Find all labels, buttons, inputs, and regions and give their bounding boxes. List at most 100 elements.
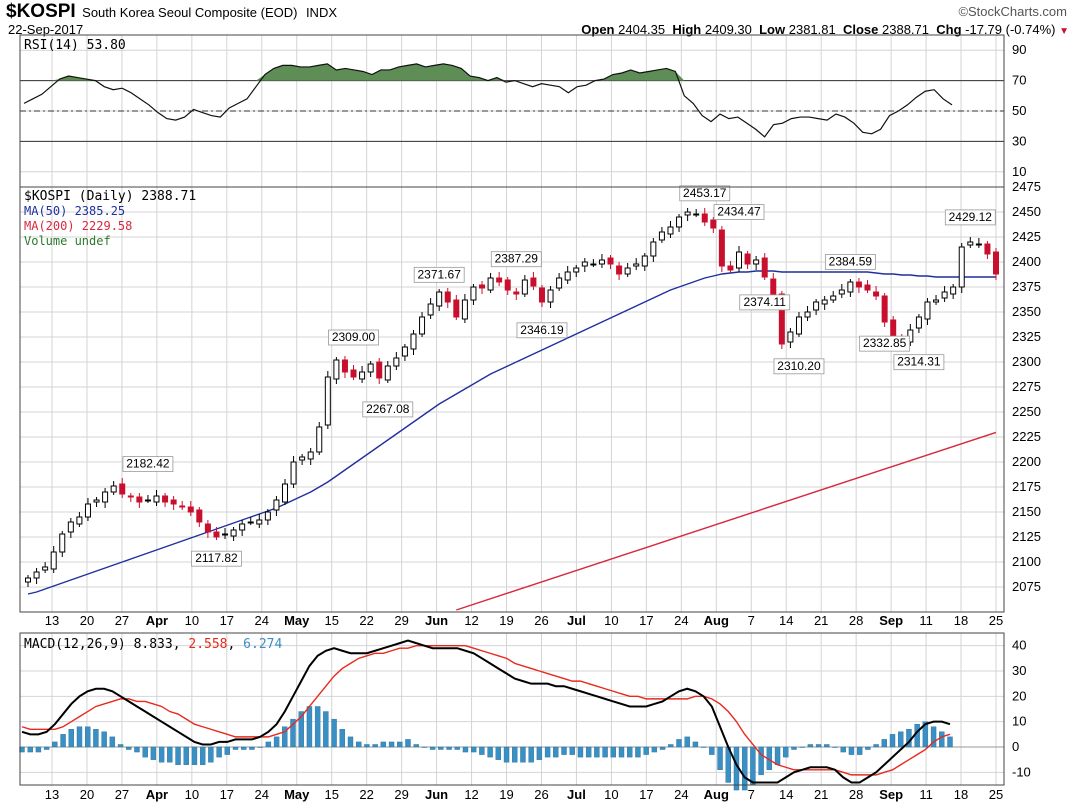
macd-histogram-bar [380, 741, 387, 748]
x-tick-label: 10 [185, 613, 199, 628]
macd-histogram-bar [257, 746, 263, 748]
x-tick-label: 10 [604, 613, 618, 628]
candle-up [239, 523, 246, 531]
macd-histogram-bar [68, 729, 74, 748]
x-tick-label: 24 [255, 787, 269, 802]
quote-bar: Open 2404.35 High 2409.30 Low 2381.81 Cl… [581, 22, 1069, 37]
price-y-tick-label: 2375 [1012, 279, 1041, 294]
candle-down [616, 265, 623, 275]
candle-down [496, 277, 503, 283]
macd-histogram-bar [183, 746, 189, 765]
candle-up [795, 316, 802, 335]
candle-up [110, 485, 117, 493]
macd-histogram-bar [668, 744, 674, 748]
candle-up [436, 291, 443, 307]
x-tick-label: 18 [954, 613, 968, 628]
macd-y-tick-label: 20 [1012, 688, 1026, 703]
price-y-tick-label: 2425 [1012, 229, 1041, 244]
caret-down-icon: ▼ [1059, 26, 1069, 37]
candle-up [684, 211, 691, 216]
brand[interactable]: ©StockCharts.com [958, 4, 1067, 19]
x-tick-label: Apr [146, 787, 168, 802]
candle-down [873, 291, 880, 297]
macd-histogram-bar [881, 739, 888, 748]
macd-legend: MACD(12,26,9) 8.833, 2.558, 6.274 [24, 637, 283, 652]
close-value: 2388.71 [882, 22, 929, 37]
candle-up [427, 303, 434, 316]
price-annotation-box [773, 358, 825, 375]
price-annotation-box [122, 456, 174, 472]
candle-up [273, 499, 280, 511]
macd-legend-value: 8.833 [133, 637, 173, 652]
low-label: Low [759, 22, 786, 37]
price-annotation-box [713, 204, 765, 220]
x-tick-label: Jul [567, 613, 586, 628]
price-y-tick-label: 2350 [1012, 304, 1041, 319]
price-annotation-box [490, 251, 542, 268]
candle-up [264, 511, 271, 521]
legend-volume: Volume undef [24, 234, 111, 248]
candle-down [341, 359, 348, 373]
macd-panel-frame [19, 632, 1005, 786]
x-tick-label: 25 [989, 613, 1003, 628]
macd-histogram-bar [314, 706, 321, 748]
macd-histogram-bar [216, 746, 222, 758]
chart-date: 22-Sep-2017 [8, 22, 84, 37]
candle-up [76, 516, 83, 525]
candle-up [804, 311, 811, 318]
x-tick-label: Sep [879, 613, 903, 628]
candle-up [359, 371, 366, 380]
candle-down [607, 257, 614, 265]
macd-histogram-bar [372, 744, 378, 748]
candle-down [187, 506, 194, 513]
candle-down [350, 369, 357, 378]
candle-down [864, 284, 871, 291]
price-annotation: 2453.17 [683, 186, 727, 200]
x-tick-label: 18 [954, 787, 968, 802]
candle-up [975, 243, 982, 246]
macd-histogram-bar [470, 746, 477, 753]
x-tick-label: 7 [748, 787, 755, 802]
candle-down [119, 483, 126, 495]
x-tick-label: 26 [534, 613, 548, 628]
price-annotation-box [859, 335, 911, 352]
macd-histogram-bar [495, 746, 502, 760]
price-annotation: 2117.82 [195, 551, 238, 565]
macd-histogram-bar [191, 746, 198, 765]
candle-up [50, 551, 57, 570]
x-tick-label: Apr [146, 613, 168, 628]
candle-up [821, 299, 828, 305]
high-value: 2409.30 [704, 22, 752, 37]
macd-legend-label: MACD(12,26,9) [24, 637, 126, 652]
macd-histogram-bar [306, 706, 313, 748]
price-y-tick-label: 2450 [1012, 204, 1041, 219]
macd-histogram-bar [331, 718, 337, 748]
macd-histogram-bar [684, 736, 690, 748]
macd-histogram-bar [750, 746, 756, 786]
macd-histogram-bar [758, 746, 764, 776]
macd-histogram-bar [84, 726, 91, 748]
candle-up [367, 363, 374, 373]
price-annotation: 2346.19 [520, 323, 564, 337]
macd-histogram-bar [347, 736, 354, 748]
chart-title: $KOSPI South Korea Seoul Composite (EOD)… [6, 1, 337, 23]
candle-up [222, 533, 229, 536]
macd-histogram-bar [273, 736, 280, 748]
candle-up [153, 495, 160, 503]
price-y-tick-label: 2275 [1012, 379, 1041, 394]
macd-line [21, 639, 951, 784]
candle-up [624, 267, 631, 275]
hist-legend-value: 6.274 [243, 637, 283, 652]
price-annotation-box [824, 254, 876, 270]
macd-histogram-bar [446, 746, 452, 750]
macd-histogram-bar [651, 746, 658, 753]
candle-down [761, 257, 768, 278]
rsi-y-tick-label: 50 [1012, 103, 1026, 118]
macd-y-tick-label: 30 [1012, 663, 1026, 678]
candle-up [633, 263, 640, 267]
candle-up [307, 451, 314, 460]
candle-down [984, 243, 991, 255]
price-y-tick-label: 2175 [1012, 479, 1041, 494]
macd-histogram-bar [429, 746, 436, 750]
